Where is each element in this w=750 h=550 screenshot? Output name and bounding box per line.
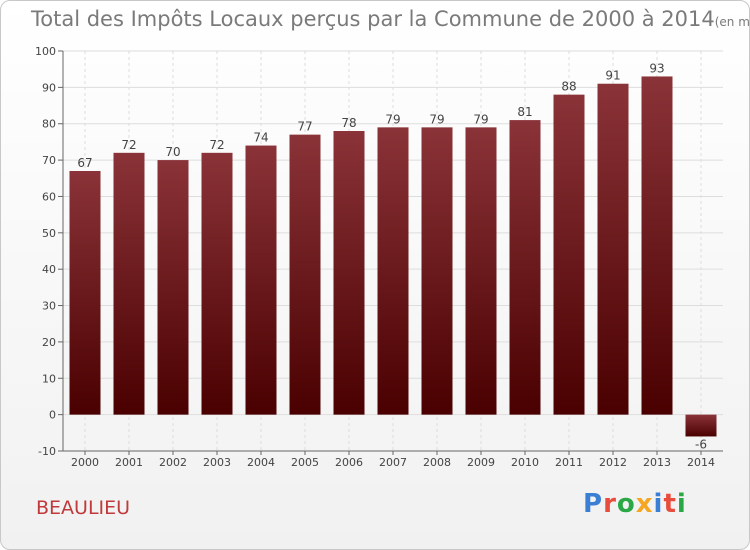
data-label-2002: 70 <box>165 145 180 159</box>
bar-2005 <box>289 134 321 415</box>
y-tick-label: 40 <box>42 263 56 276</box>
chart-unit: (en milliers d'€) <box>714 15 750 29</box>
x-tick-label: 2000 <box>71 456 99 469</box>
bar-2004 <box>245 145 277 415</box>
logo-letter: t <box>663 489 677 519</box>
data-label-2000: 67 <box>77 156 92 170</box>
label-layer: 67 72 70 72 74 77 78 79 79 79 81 88 91 93 -6 <box>77 61 707 451</box>
y-tick-label: 90 <box>42 81 56 94</box>
y-tick-label: 20 <box>42 336 56 349</box>
y-tick-label: 100 <box>35 45 56 58</box>
chart-title: Total des Impôts Locaux perçus par la Co… <box>31 7 750 31</box>
logo-letter: P <box>583 489 604 519</box>
data-label-2007: 79 <box>385 112 400 126</box>
data-label-2008: 79 <box>429 112 444 126</box>
proxiti-logo: Proxiti <box>583 489 687 519</box>
bar-2014 <box>685 414 717 437</box>
logo-letter: i <box>653 489 664 519</box>
x-tick-label: 2001 <box>115 456 143 469</box>
x-tick-label: 2004 <box>247 456 275 469</box>
x-tick-label: 2006 <box>335 456 363 469</box>
logo-letter: x <box>635 489 654 519</box>
x-tick-label: 2012 <box>599 456 627 469</box>
bar-2000 <box>69 171 101 415</box>
y-tick-label: -10 <box>38 445 56 458</box>
data-label-2005: 77 <box>297 120 312 134</box>
bar-2010 <box>509 120 541 415</box>
x-tick-label: 2009 <box>467 456 495 469</box>
x-tick-label: 2010 <box>511 456 539 469</box>
data-label-2001: 72 <box>121 138 136 152</box>
axis-layer: -10 0 10 20 30 40 50 60 70 80 90 100 2000 2001 2002 200… <box>35 45 723 469</box>
y-tick-label: 30 <box>42 300 56 313</box>
bar-2008 <box>421 127 453 415</box>
bar-2001 <box>113 152 145 415</box>
data-label-2013: 93 <box>649 61 664 75</box>
data-label-2014: -6 <box>695 437 707 451</box>
bar-layer <box>69 76 717 437</box>
data-label-2006: 78 <box>341 116 356 130</box>
logo-letter: r <box>603 489 617 519</box>
x-tick-label: 2008 <box>423 456 451 469</box>
bar-2007 <box>377 127 409 415</box>
x-tick-label: 2002 <box>159 456 187 469</box>
x-tick-label: 2011 <box>555 456 583 469</box>
bar-2011 <box>553 94 585 415</box>
y-tick-label: 50 <box>42 227 56 240</box>
x-tick-label: 2007 <box>379 456 407 469</box>
y-tick-label: 80 <box>42 118 56 131</box>
data-label-2003: 72 <box>209 138 224 152</box>
data-label-2009: 79 <box>473 112 488 126</box>
x-tick-label: 2013 <box>643 456 671 469</box>
logo-letter: o <box>616 489 636 519</box>
y-tick-label: 70 <box>42 154 56 167</box>
data-label-2011: 88 <box>561 80 576 94</box>
data-label-2004: 74 <box>253 131 268 145</box>
bar-2009 <box>465 127 497 415</box>
chart-title-text: Total des Impôts Locaux perçus par la Co… <box>31 7 715 31</box>
y-tick-label: 0 <box>49 409 56 422</box>
y-tick-label: 60 <box>42 190 56 203</box>
data-label-2010: 81 <box>517 105 532 119</box>
data-label-2012: 91 <box>605 69 620 83</box>
x-tick-label: 2003 <box>203 456 231 469</box>
commune-name: BEAULIEU <box>36 497 131 519</box>
bar-2013 <box>641 76 673 415</box>
logo-letter: i <box>676 489 687 519</box>
bar-2012 <box>597 83 629 415</box>
x-tick-label: 2005 <box>291 456 319 469</box>
bar-2003 <box>201 152 233 415</box>
x-tick-label: 2014 <box>687 456 715 469</box>
bar-2002 <box>157 160 189 415</box>
y-tick-label: 10 <box>42 372 56 385</box>
bar-2006 <box>333 131 365 415</box>
